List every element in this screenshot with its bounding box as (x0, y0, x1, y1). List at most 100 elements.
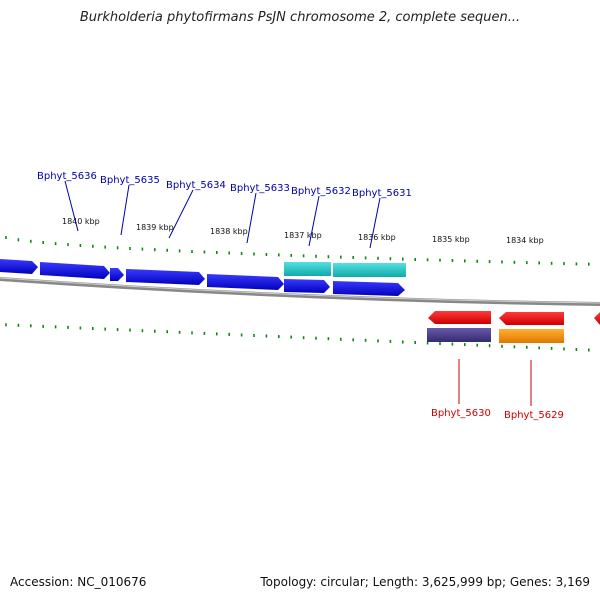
minor-tick (513, 260, 516, 264)
chromosome-backbone (0, 277, 600, 306)
kbp-label: 1840 kbp (62, 217, 100, 226)
minor-tick (402, 340, 404, 344)
minor-tick (79, 244, 82, 247)
minor-tick (253, 252, 255, 256)
topology-summary: Topology: circular; Length: 3,625,999 bp… (260, 575, 590, 589)
minor-tick (116, 328, 119, 332)
minor-tick (253, 334, 255, 337)
minor-tick (17, 323, 20, 327)
minor-tick (588, 262, 590, 266)
minor-tick (79, 326, 82, 330)
minor-tick (575, 262, 578, 266)
feature-cyan[interactable] (284, 262, 331, 276)
minor-tick (240, 252, 243, 255)
gene-arrow-forward[interactable] (0, 259, 38, 274)
gene-label-bphyt-5634[interactable]: Bphyt_5634 (166, 180, 226, 191)
minor-tick (352, 256, 354, 259)
minor-tick (464, 259, 466, 263)
minor-tick (340, 255, 342, 259)
minor-tick (377, 256, 379, 260)
minor-tick (116, 246, 119, 250)
minor-tick (42, 324, 44, 328)
minor-tick (104, 245, 106, 249)
feature-orange[interactable] (499, 329, 564, 343)
minor-tick (191, 250, 193, 253)
minor-tick (166, 330, 168, 334)
minor-tick (203, 331, 206, 335)
minor-tick (315, 254, 317, 258)
gene-arrow-forward[interactable] (284, 279, 330, 293)
minor-tick (166, 248, 168, 252)
minor-tick (92, 327, 94, 330)
minor-tick (315, 336, 317, 340)
minor-tick (476, 343, 478, 347)
reverse-gene-labels: Bphyt_5630 Bphyt_5629 (431, 359, 564, 421)
gene-arrow-forward[interactable] (207, 274, 284, 290)
gene-arrow-forward[interactable] (126, 269, 205, 285)
minor-tick (154, 248, 156, 252)
minor-tick (129, 328, 131, 332)
kbp-labels: 1840 kbp 1839 kbp 1838 kbp 1837 kbp 1836… (62, 217, 544, 245)
minor-tick (178, 249, 181, 253)
gene-arrow-reverse[interactable] (594, 312, 600, 325)
kbp-label: 1836 kbp (358, 233, 396, 242)
minor-tick (278, 335, 280, 339)
leader-line (246, 192, 257, 244)
gene-arrow-reverse[interactable] (499, 312, 564, 325)
minor-tick (451, 259, 454, 262)
minor-tick (439, 342, 441, 346)
minor-tick (538, 261, 540, 265)
feature-purple[interactable] (427, 328, 491, 342)
gene-arrow-reverse[interactable] (428, 311, 491, 324)
leader-line (369, 197, 381, 249)
gene-label-bphyt-5635[interactable]: Bphyt_5635 (100, 175, 160, 186)
tick-row-top (5, 236, 590, 266)
minor-tick (377, 339, 379, 343)
minor-tick (30, 239, 32, 243)
minor-tick (414, 341, 416, 344)
minor-tick (364, 256, 367, 260)
minor-tick (426, 341, 429, 345)
minor-tick (464, 343, 466, 347)
map-title: Burkholderia phytofirmans PsJN chromosom… (79, 10, 521, 25)
kbp-label: 1835 kbp (432, 235, 470, 244)
minor-tick (352, 338, 354, 342)
gene-label-bphyt-5629[interactable]: Bphyt_5629 (504, 410, 564, 421)
minor-tick (17, 238, 20, 242)
gene-arrow-forward[interactable] (110, 268, 124, 281)
gene-label-bphyt-5632[interactable]: Bphyt_5632 (291, 186, 351, 197)
feature-cyan[interactable] (333, 263, 406, 277)
minor-tick (141, 247, 144, 251)
gene-arrow-forward[interactable] (333, 281, 405, 296)
leader-line (308, 195, 320, 247)
kbp-label: 1834 kbp (506, 236, 544, 245)
leader-line (168, 189, 194, 239)
gene-label-bphyt-5633[interactable]: Bphyt_5633 (230, 183, 290, 194)
minor-tick (340, 337, 342, 341)
gene-label-bphyt-5631[interactable]: Bphyt_5631 (352, 188, 412, 199)
kbp-label: 1839 kbp (136, 223, 174, 232)
cyan-features (284, 262, 406, 277)
gene-label-bphyt-5636[interactable]: Bphyt_5636 (37, 171, 97, 182)
minor-tick (389, 339, 392, 343)
minor-tick (67, 325, 69, 329)
minor-tick (129, 247, 131, 250)
kbp-label: 1838 kbp (210, 227, 248, 236)
minor-tick (563, 347, 565, 351)
minor-tick (216, 332, 218, 336)
minor-tick (54, 325, 57, 329)
kbp-label: 1837 kbp (284, 231, 322, 240)
leader-line (120, 184, 130, 236)
chromosome-backbone-highlight (0, 277, 600, 304)
minor-tick (389, 257, 392, 261)
minor-tick (5, 236, 7, 239)
minor-tick (216, 251, 218, 254)
minor-tick (526, 345, 528, 349)
minor-tick (513, 345, 516, 349)
minor-tick (550, 346, 553, 350)
minor-tick (588, 348, 590, 352)
minor-tick (302, 254, 305, 258)
gene-arrow-forward[interactable] (40, 262, 110, 279)
gene-label-bphyt-5630[interactable]: Bphyt_5630 (431, 408, 491, 419)
